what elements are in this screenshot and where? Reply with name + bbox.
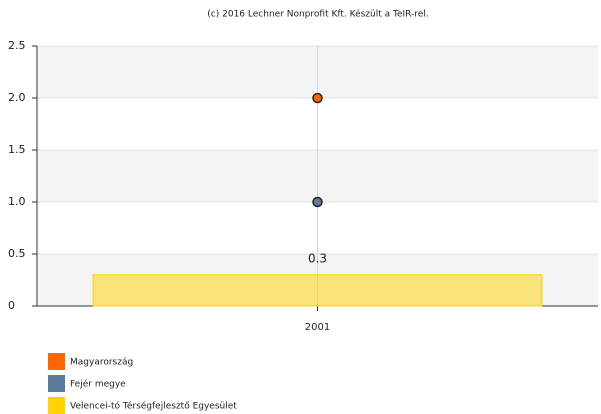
y-tick-label: 0 (8, 299, 15, 312)
bar (92, 274, 543, 307)
legend-swatch (48, 353, 65, 370)
legend-label: Velencei-tó Térségfejlesztő Egyesület (70, 401, 237, 412)
chart-title: (c) 2016 Lechner Nonprofit Kft. Készült … (207, 9, 428, 20)
y-tick-label: 1.0 (8, 195, 26, 208)
legend-label: Fejér megye (70, 379, 126, 390)
y-tick-label: 2.5 (8, 39, 26, 52)
point (312, 92, 323, 104)
point (312, 196, 323, 208)
x-tick-label: 2001 (305, 322, 330, 333)
legend-label: Magyarország (70, 358, 133, 368)
y-tick-label: 0.5 (8, 247, 26, 260)
legend-swatch (48, 397, 65, 414)
data-label: 0.3 (308, 251, 327, 265)
y-tick-label: 1.5 (8, 143, 26, 156)
legend-swatch (48, 375, 65, 392)
y-tick-label: 2.0 (8, 91, 26, 104)
